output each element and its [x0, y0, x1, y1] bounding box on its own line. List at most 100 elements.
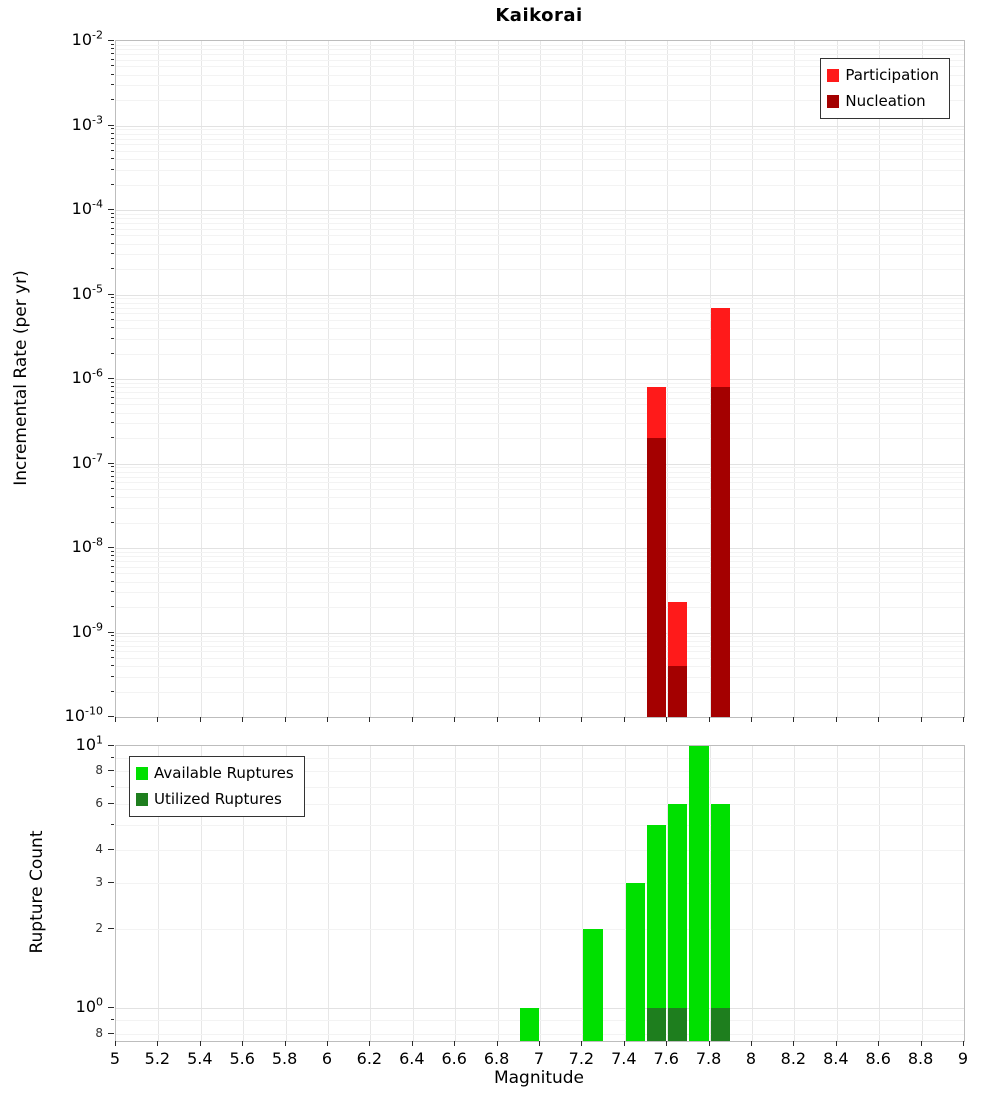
legend-label: Available Ruptures: [154, 764, 294, 782]
x-tick-mark: [581, 1041, 583, 1046]
x-tick-mark: [369, 717, 371, 722]
x-tick-label: 7.2: [568, 1049, 595, 1068]
x-tick-mark: [284, 717, 286, 722]
y-tick-label: 10-7: [71, 451, 103, 472]
y-tick-label: 4: [95, 842, 103, 857]
y-tick-mark: [108, 547, 114, 548]
y-tick-label: 101: [75, 733, 103, 754]
bar-nucleation: [647, 438, 667, 717]
x-tick-mark: [454, 717, 456, 722]
y-minor-tick-mark: [111, 466, 114, 468]
y-gridline-minor: [116, 676, 964, 678]
y-gridline-minor: [116, 482, 964, 484]
y-gridline-minor: [116, 522, 964, 524]
x-tick-mark: [327, 717, 328, 722]
bar-available-ruptures: [583, 929, 603, 1041]
y-minor-tick-mark: [111, 242, 114, 244]
y-tick-mark: [108, 124, 114, 126]
bar-utilized-ruptures: [668, 1008, 688, 1041]
y-gridline-minor: [116, 49, 964, 51]
y-minor-tick-mark: [111, 396, 114, 398]
y-minor-tick-mark: [111, 99, 114, 101]
x-gridline: [794, 746, 796, 1041]
y-minor-tick-mark: [111, 437, 114, 439]
y-minor-tick-mark: [111, 650, 114, 652]
y-gridline-minor: [116, 223, 964, 225]
y-tick-label: 2: [95, 921, 103, 936]
y-tick-mark: [108, 378, 114, 379]
y-tick-exponent: -7: [92, 451, 103, 465]
x-tick-label: 7.4: [611, 1049, 637, 1068]
x-gridline: [285, 746, 287, 1041]
y-gridline-minor: [116, 771, 964, 773]
y-minor-tick-mark: [111, 73, 114, 75]
y-minor-tick-mark: [111, 391, 114, 393]
x-tick-mark: [454, 1041, 456, 1046]
y-gridline-minor: [116, 467, 964, 469]
y-minor-tick-mark: [111, 217, 114, 219]
y-minor-tick-mark: [111, 565, 114, 567]
y-gridline-minor: [116, 66, 964, 68]
y-minor-tick-mark: [111, 635, 114, 637]
y-minor-tick-mark: [111, 422, 114, 424]
x-axis-label: Magnitude: [493, 1068, 585, 1088]
y-minor-tick-mark: [111, 487, 114, 489]
x-gridline: [752, 746, 753, 1041]
y-minor-tick-mark: [111, 53, 114, 55]
y-tick-label: 8: [95, 1025, 103, 1040]
x-tick-mark: [242, 1041, 244, 1046]
y-minor-tick-mark: [111, 550, 114, 552]
y-minor-tick-mark: [111, 606, 114, 608]
y-tick-mark: [108, 293, 114, 295]
y-minor-tick-mark: [111, 675, 114, 677]
y-minor-tick-mark: [111, 572, 114, 574]
y-gridline-minor: [116, 573, 964, 575]
x-tick-mark: [793, 1041, 795, 1046]
y-minor-tick-mark: [111, 253, 114, 255]
y-minor-tick-mark: [111, 43, 114, 45]
y-gridline-minor: [116, 100, 964, 102]
x-tick-label: 7: [533, 1049, 545, 1068]
x-gridline: [200, 746, 202, 1041]
y-gridline-major: [116, 125, 964, 127]
x-tick-label: 9: [957, 1049, 969, 1068]
y-minor-tick-mark: [111, 352, 114, 354]
x-gridline: [921, 746, 923, 1041]
y-minor-tick-mark: [111, 327, 114, 329]
x-tick-label: 6.2: [356, 1049, 383, 1068]
top-y-axis-label: Incremental Rate (per yr): [11, 270, 31, 486]
x-tick-mark: [751, 717, 752, 722]
y-tick-mark: [108, 770, 114, 772]
y-minor-tick-mark: [111, 84, 114, 86]
x-gridline: [709, 746, 711, 1041]
y-gridline-minor: [116, 302, 964, 304]
y-gridline-minor: [116, 1020, 964, 1022]
y-minor-tick-mark: [111, 506, 114, 508]
y-gridline-minor: [116, 488, 964, 490]
x-tick-mark: [835, 717, 837, 722]
y-gridline-minor: [116, 397, 964, 399]
x-gridline: [582, 746, 584, 1041]
y-gridline-minor: [116, 313, 964, 315]
x-tick-mark: [666, 1041, 668, 1046]
x-gridline: [412, 746, 414, 1041]
y-tick-mark: [108, 882, 114, 884]
y-tick-label: 10-9: [71, 620, 103, 641]
bar-available-ruptures: [647, 824, 667, 1041]
y-gridline-minor: [116, 387, 964, 389]
y-gridline-minor: [116, 581, 964, 583]
y-gridline-minor: [116, 74, 964, 76]
x-tick-mark: [411, 717, 413, 722]
y-minor-tick-mark: [111, 644, 114, 646]
x-tick-mark: [115, 717, 116, 722]
x-tick-mark: [878, 717, 880, 722]
y-tick-label: 10-3: [71, 113, 103, 134]
bar-available-ruptures: [710, 804, 730, 1041]
x-tick-mark: [327, 1041, 328, 1046]
x-tick-mark: [920, 717, 922, 722]
y-minor-tick-mark: [111, 227, 114, 229]
y-gridline-minor: [116, 144, 964, 146]
legend-row: Available Ruptures: [136, 761, 294, 787]
y-minor-tick-mark: [111, 656, 114, 658]
